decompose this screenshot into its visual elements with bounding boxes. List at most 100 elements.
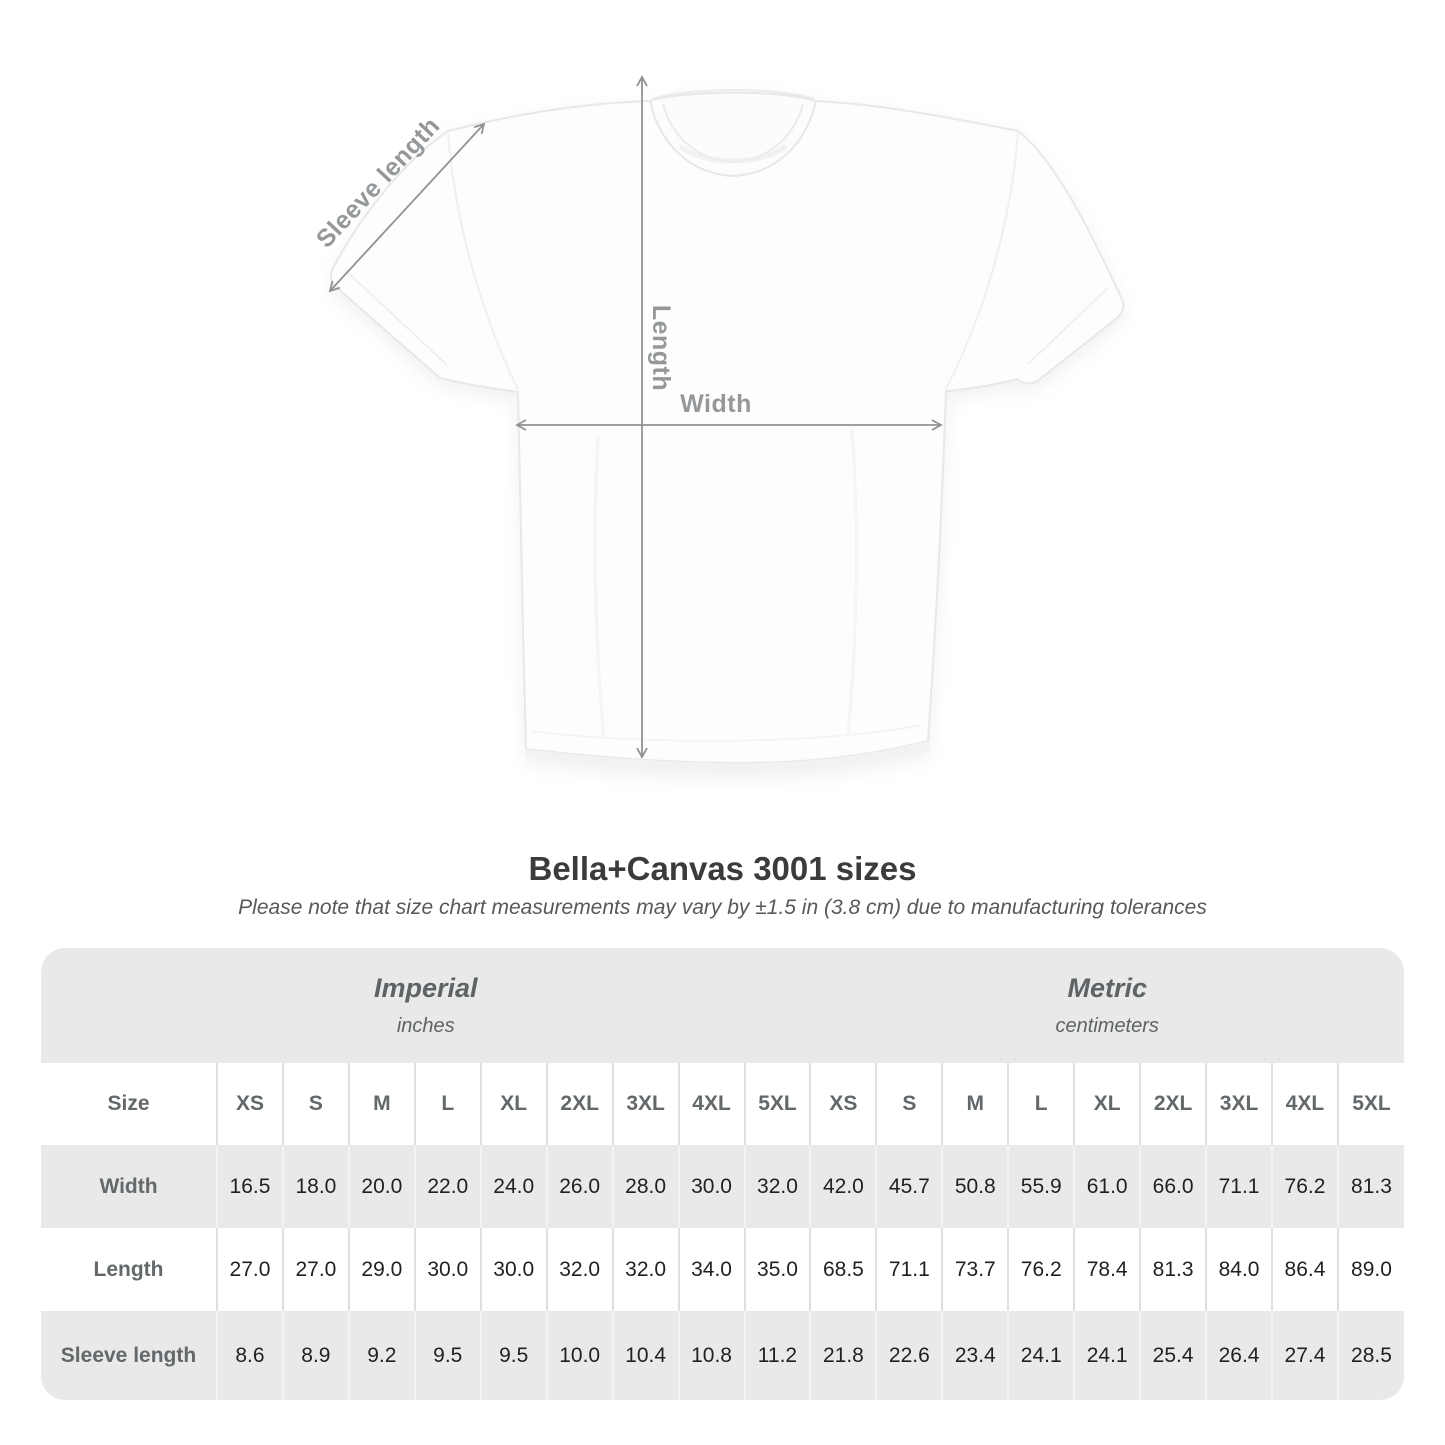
value-cell: 18.0	[282, 1145, 350, 1228]
tshirt-illustration	[329, 89, 1125, 773]
value-cell: 78.4	[1074, 1228, 1142, 1311]
imperial-group-label: Imperial	[373, 973, 478, 1003]
value-cell: 21.8	[810, 1311, 878, 1400]
size-column-header: L	[414, 1063, 482, 1145]
size-chart-table: Imperial inches Metric centimeters Size X…	[41, 948, 1404, 1400]
value-cell: 32.0	[546, 1228, 614, 1311]
row-label: Length	[41, 1228, 218, 1311]
value-cell: 28.0	[612, 1145, 680, 1228]
value-cell: 35.0	[744, 1228, 812, 1311]
value-cell: 68.5	[810, 1228, 878, 1311]
value-cell: 27.0	[282, 1228, 350, 1311]
unit-group-row: Imperial inches Metric centimeters	[41, 948, 1404, 1063]
value-cell: 71.1	[1206, 1145, 1273, 1228]
row-label: Width	[41, 1145, 218, 1228]
size-table: Imperial inches Metric centimeters Size X…	[41, 948, 1404, 1400]
size-column-header: XL	[1074, 1063, 1142, 1145]
imperial-group-unit: inches	[396, 1015, 455, 1037]
value-cell: 89.0	[1351, 1257, 1392, 1281]
value-cell: 24.1	[1008, 1311, 1076, 1400]
size-column-header: 5XL	[1352, 1092, 1391, 1115]
value-cell: 30.0	[678, 1145, 746, 1228]
collar-back-edge	[651, 89, 815, 100]
value-cell: 28.5	[1351, 1343, 1392, 1367]
size-column-header: XL	[480, 1063, 548, 1145]
metric-group-unit: centimeters	[1055, 1015, 1159, 1037]
value-cell: 27.4	[1272, 1311, 1339, 1400]
size-column-header: 4XL	[678, 1063, 746, 1145]
value-cell: 27.0	[217, 1228, 284, 1311]
value-cell: 55.9	[1008, 1145, 1076, 1228]
size-table-body: Size XS S M L XL 2XL 3XL 4XL 5XL XS S M L XL 2XL 3XL 4XL 5…	[41, 1063, 1404, 1400]
value-cell: 34.0	[678, 1228, 746, 1311]
hem-fold-shadow	[526, 741, 930, 773]
value-cell: 24.1	[1074, 1311, 1142, 1400]
measurement-annotations	[328, 75, 943, 759]
value-cell: 26.4	[1206, 1311, 1273, 1400]
tshirt-body	[329, 91, 1125, 765]
value-cell: 22.0	[414, 1145, 482, 1228]
metric-group-header: Metric centimeters	[810, 948, 1404, 1063]
size-column-header: 5XL	[744, 1063, 812, 1145]
value-cell: 10.0	[546, 1311, 614, 1400]
value-cell: 9.5	[414, 1311, 482, 1400]
value-cell: 10.4	[612, 1311, 680, 1400]
value-cell: 8.6	[217, 1311, 284, 1400]
collar-inner-shadow	[678, 143, 788, 164]
value-cell: 29.0	[348, 1228, 416, 1311]
size-column-header: XS	[217, 1063, 284, 1145]
value-cell: 8.9	[282, 1311, 350, 1400]
value-cell: 71.1	[876, 1228, 944, 1311]
size-column-header: M	[942, 1063, 1010, 1145]
value-cell: 32.0	[744, 1145, 812, 1228]
value-cell: 25.4	[1140, 1311, 1208, 1400]
value-cell: 76.2	[1008, 1228, 1076, 1311]
value-cell: 86.4	[1272, 1228, 1339, 1311]
value-cell: 42.0	[810, 1145, 878, 1228]
value-cell: 23.4	[942, 1311, 1010, 1400]
value-cell: 73.7	[942, 1228, 1010, 1311]
value-cell: 81.3	[1140, 1228, 1208, 1311]
wrinkle-right	[846, 429, 858, 737]
value-cell: 11.2	[744, 1311, 812, 1400]
wrinkle-left	[593, 435, 606, 739]
hem-seam	[531, 724, 923, 742]
width-label: Width	[680, 390, 752, 418]
imperial-group-header: Imperial inches	[41, 948, 811, 1063]
cuff-seam-right	[1027, 287, 1109, 365]
size-header-cell: Size	[41, 1063, 218, 1145]
value-cell: 9.2	[348, 1311, 416, 1400]
size-column-header: S	[282, 1063, 350, 1145]
sleeve-length-arrow	[328, 122, 486, 293]
value-cell: 16.5	[217, 1145, 284, 1228]
value-cell: 45.7	[876, 1145, 944, 1228]
tolerance-note: Please note that size chart measurements…	[238, 896, 1207, 919]
value-cell: 10.8	[678, 1311, 746, 1400]
size-column-header: 4XL	[1272, 1063, 1339, 1145]
value-cell: 26.0	[546, 1145, 614, 1228]
size-column-header: 3XL	[612, 1063, 680, 1145]
value-cell: 22.6	[876, 1311, 944, 1400]
length-label: Length	[647, 305, 675, 391]
metric-group-label: Metric	[1067, 973, 1147, 1003]
value-cell: 81.3	[1351, 1174, 1392, 1198]
value-cell: 76.2	[1272, 1145, 1339, 1228]
value-cell: 30.0	[480, 1228, 548, 1311]
value-cell: 84.0	[1206, 1228, 1273, 1311]
value-cell: 61.0	[1074, 1145, 1142, 1228]
value-cell: 9.5	[480, 1311, 548, 1400]
row-label: Sleeve length	[41, 1311, 218, 1400]
value-cell: 20.0	[348, 1145, 416, 1228]
size-column-header: M	[348, 1063, 416, 1145]
size-column-header: L	[1008, 1063, 1076, 1145]
value-cell: 30.0	[414, 1228, 482, 1311]
value-cell: 24.0	[480, 1145, 548, 1228]
size-header-row: Size XS S M L XL 2XL 3XL 4XL 5XL XS S M L XL 2XL 3XL 4XL 5…	[41, 1063, 1404, 1145]
measurement-row: Sleeve length 8.6 8.9 9.2 9.5 9.5 10.0 10.4 10.8…	[41, 1311, 1404, 1400]
size-column-header: 3XL	[1206, 1063, 1273, 1145]
measurement-row: Width 16.5 18.0 20.0 22.0 24.0 26.0 28.0 30.0 32.…	[41, 1145, 1404, 1228]
tshirt-measurement-diagram: Sleeve length Length Width	[311, 75, 1125, 773]
value-cell: 32.0	[612, 1228, 680, 1311]
value-cell: 66.0	[1140, 1145, 1208, 1228]
size-column-header: XS	[810, 1063, 878, 1145]
